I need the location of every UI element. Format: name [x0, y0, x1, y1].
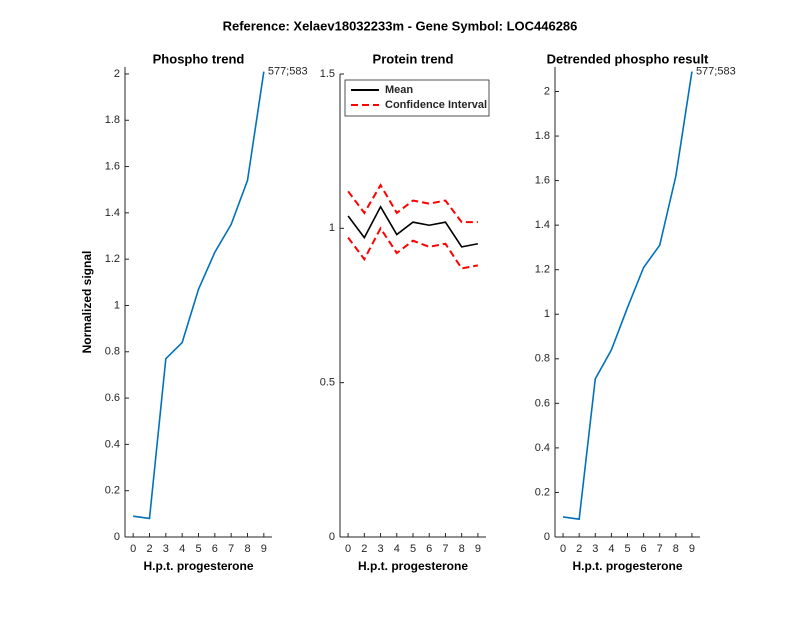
y-tick-label: 1.5 [320, 68, 335, 80]
x-tick-label: 0 [560, 543, 566, 555]
axes-title: Phospho trend [153, 51, 245, 66]
y-tick-label: 0.8 [535, 353, 550, 365]
x-tick-label: 4 [394, 543, 400, 555]
x-tick-label: 2 [146, 543, 152, 555]
data-line [133, 71, 265, 520]
y-tick-label: 1 [329, 222, 335, 234]
y-tick-label: 0.6 [535, 397, 550, 409]
x-tick-label: 4 [179, 543, 185, 555]
y-tick-label: 1.8 [535, 130, 550, 142]
legend-label: Confidence Interval [385, 99, 487, 111]
annotation: 577;583 [696, 65, 736, 77]
y-tick-label: 0.2 [535, 486, 550, 498]
y-tick-label: 0 [114, 531, 120, 543]
x-tick-label: 8 [673, 543, 679, 555]
x-axis-label: H.p.t. progesterone [572, 559, 682, 573]
x-tick-label: 6 [641, 543, 647, 555]
y-tick-label: 1.4 [105, 207, 120, 219]
x-tick-label: 9 [261, 543, 267, 555]
x-axis-label: H.p.t. progesterone [358, 559, 468, 573]
x-tick-label: 3 [377, 543, 383, 555]
y-tick-label: 2 [544, 85, 550, 97]
y-tick-label: 2 [114, 68, 120, 80]
axes-title: Protein trend [373, 51, 454, 66]
y-tick-label: 1.8 [105, 114, 120, 126]
axes-title: Detrended phospho result [547, 51, 709, 66]
x-tick-label: 7 [657, 543, 663, 555]
y-tick-label: 1.4 [535, 219, 550, 231]
y-tick-label: 1 [544, 308, 550, 320]
data-line [347, 205, 479, 248]
x-tick-label: 0 [130, 543, 136, 555]
x-tick-label: 7 [228, 543, 234, 555]
y-tick-label: 1.2 [535, 264, 550, 276]
x-tick-label: 8 [244, 543, 250, 555]
x-tick-label: 6 [426, 543, 432, 555]
y-tick-label: 1 [114, 299, 120, 311]
y-tick-label: 0 [544, 531, 550, 543]
x-tick-label: 2 [361, 543, 367, 555]
y-tick-label: 1.6 [105, 160, 120, 172]
data-line [562, 71, 693, 521]
legend-label: Mean [385, 84, 413, 96]
y-tick-label: 0.5 [320, 377, 335, 389]
data-line [347, 183, 478, 224]
x-tick-label: 5 [624, 543, 630, 555]
y-tick-label: 0.4 [535, 442, 550, 454]
data-line [347, 226, 479, 270]
x-tick-label: 6 [212, 543, 218, 555]
annotation: 577;583 [268, 66, 308, 78]
x-tick-label: 3 [592, 543, 598, 555]
x-axis-label: H.p.t. progesterone [143, 559, 253, 573]
x-tick-label: 2 [576, 543, 582, 555]
x-tick-label: 8 [459, 543, 465, 555]
y-tick-label: 1.6 [535, 175, 550, 187]
y-tick-label: 1.2 [105, 253, 120, 265]
y-axis-label: Normalized signal [80, 251, 94, 354]
figure-title: Reference: Xelaev18032233m - Gene Symbol… [223, 18, 578, 33]
x-tick-label: 3 [163, 543, 169, 555]
x-tick-label: 5 [410, 543, 416, 555]
x-tick-label: 7 [442, 543, 448, 555]
y-tick-label: 0 [329, 531, 335, 543]
y-tick-label: 0.4 [105, 438, 120, 450]
x-tick-label: 5 [195, 543, 201, 555]
y-tick-label: 0.6 [105, 392, 120, 404]
y-tick-label: 0.2 [105, 485, 120, 497]
legend-box [344, 79, 490, 117]
x-tick-label: 4 [608, 543, 614, 555]
x-tick-label: 9 [475, 543, 481, 555]
x-tick-label: 9 [689, 543, 695, 555]
y-tick-label: 0.8 [105, 346, 120, 358]
x-tick-label: 0 [345, 543, 351, 555]
